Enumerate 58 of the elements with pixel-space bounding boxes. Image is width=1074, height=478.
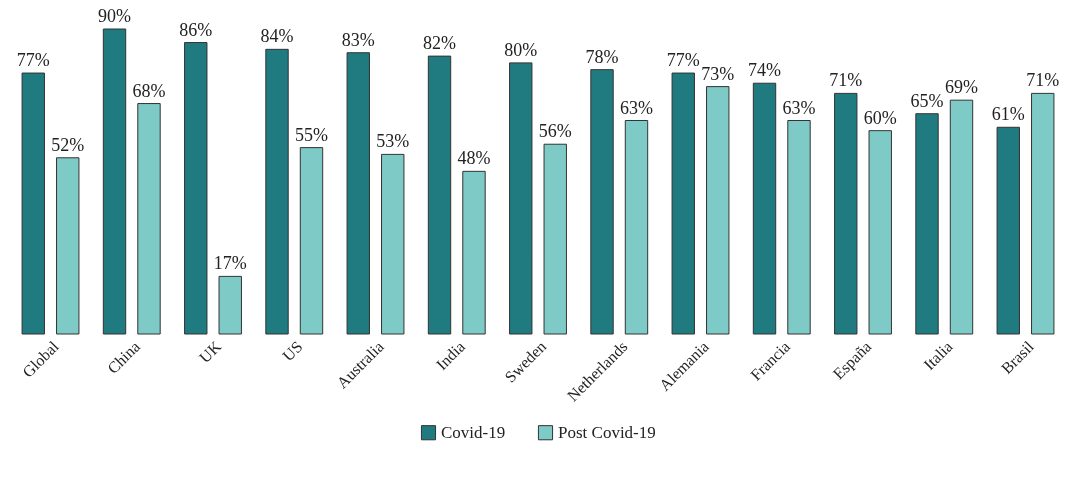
data-label: 60% — [863, 107, 897, 128]
x-tick-label: US — [279, 337, 306, 365]
bar — [949, 99, 974, 335]
bar — [102, 28, 127, 335]
bar — [184, 42, 208, 335]
bar — [543, 143, 567, 335]
bar — [218, 275, 242, 335]
x-tick-label: India — [432, 337, 469, 374]
x-tick-label: Italia — [920, 337, 956, 374]
bar — [1031, 92, 1055, 335]
bar — [996, 126, 1020, 335]
bar — [427, 55, 452, 335]
bar — [590, 69, 614, 335]
data-label: 48% — [457, 148, 491, 169]
data-label: 71% — [829, 70, 863, 91]
data-label: 53% — [376, 131, 410, 152]
bar — [346, 52, 370, 335]
data-label: 56% — [538, 121, 572, 142]
data-label: 86% — [179, 19, 213, 40]
data-label: 80% — [504, 39, 538, 60]
data-label: 61% — [991, 104, 1025, 125]
data-label: 65% — [910, 90, 944, 111]
data-label: 55% — [294, 124, 328, 145]
legend-label: Covid-19 — [441, 422, 506, 442]
bar — [706, 86, 730, 335]
x-tick-label: UK — [195, 337, 225, 367]
bar — [265, 48, 289, 335]
bar — [509, 62, 533, 335]
data-label: 77% — [666, 50, 700, 71]
data-label: 74% — [748, 60, 782, 81]
data-label: 77% — [16, 50, 50, 71]
bar — [299, 147, 324, 335]
bar — [868, 130, 892, 335]
bar — [624, 120, 649, 335]
bar — [915, 113, 939, 335]
data-label: 78% — [585, 46, 619, 67]
data-label: 52% — [51, 134, 85, 155]
data-label: 68% — [132, 80, 166, 101]
bar — [671, 72, 695, 335]
bar — [381, 153, 405, 335]
data-label: 90% — [98, 6, 132, 26]
bar — [787, 120, 811, 335]
bar — [462, 170, 486, 335]
bar — [752, 82, 777, 335]
data-label: 63% — [619, 97, 653, 118]
data-label: 83% — [341, 29, 375, 50]
bar — [137, 103, 161, 335]
data-label: 17% — [213, 253, 247, 274]
data-label: 71% — [1026, 70, 1060, 91]
data-label: 69% — [944, 77, 978, 98]
bar — [56, 157, 80, 335]
data-label: 63% — [782, 97, 816, 118]
legend-label: Post Covid-19 — [558, 422, 656, 442]
bar — [21, 72, 45, 335]
data-label: 82% — [423, 33, 457, 54]
bar — [834, 92, 858, 335]
data-label: 84% — [260, 26, 294, 47]
data-label: 73% — [701, 63, 735, 84]
